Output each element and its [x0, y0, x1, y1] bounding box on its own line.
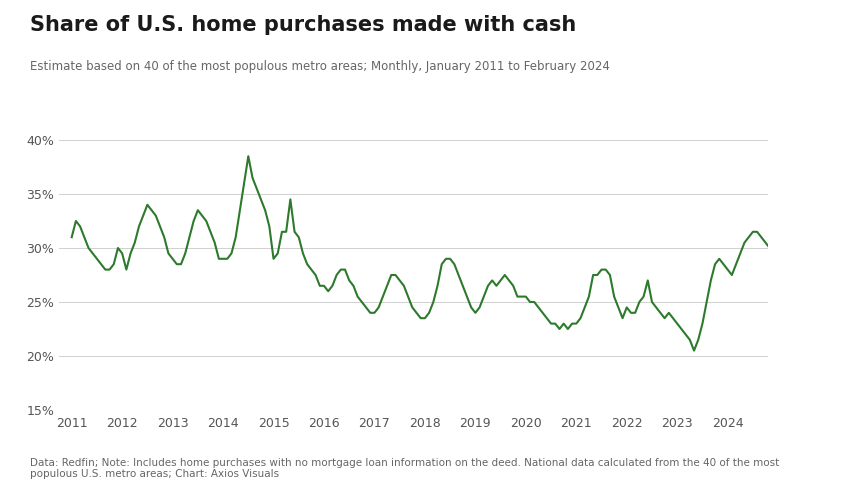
Text: Data: Redfin; Note: Includes home purchases with no mortgage loan information on: Data: Redfin; Note: Includes home purcha… [30, 458, 779, 479]
Text: Estimate based on 40 of the most populous metro areas; Monthly, January 2011 to : Estimate based on 40 of the most populou… [30, 60, 609, 73]
Text: Share of U.S. home purchases made with cash: Share of U.S. home purchases made with c… [30, 15, 576, 35]
